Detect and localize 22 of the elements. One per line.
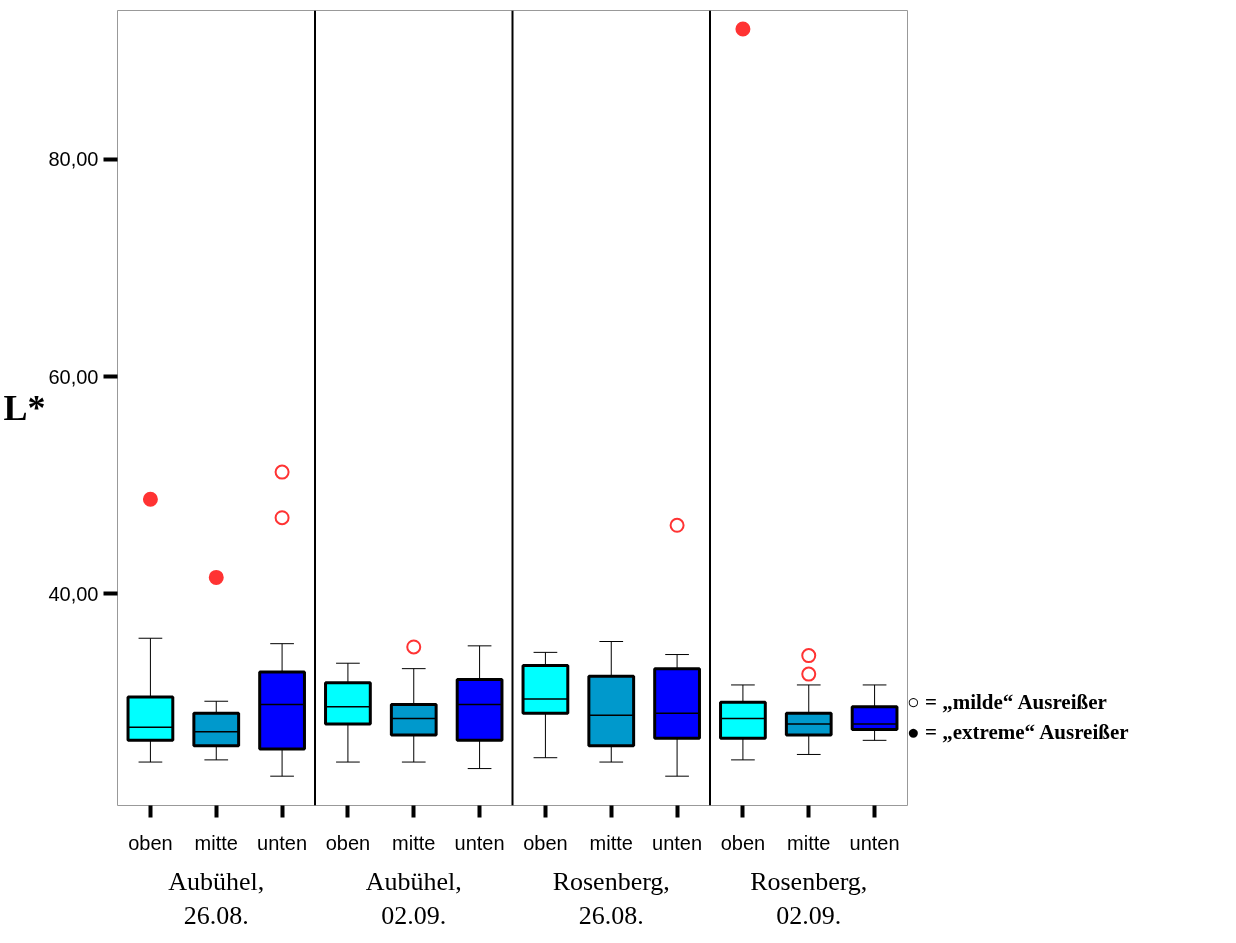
y-tick-label: 40,00: [48, 582, 99, 605]
x-tick-label: oben: [523, 831, 568, 854]
x-tick-label: oben: [128, 831, 173, 854]
x-tick-label: unten: [454, 831, 505, 854]
x-tick-label: unten: [652, 831, 703, 854]
x-tick-label: mitte: [194, 831, 238, 854]
x-tick-label: mitte: [392, 831, 436, 854]
x-tick-label: unten: [849, 831, 900, 854]
x-tick-label: oben: [325, 831, 371, 854]
x-tick-label: mitte: [787, 831, 831, 854]
annotation: ○ = „milde“ Ausreißer: [907, 689, 1107, 715]
text: Rosenberg, 26.08.: [552, 866, 670, 931]
text: Aubühel, 26.08.: [168, 866, 265, 931]
text: Rosenberg, 02.09.: [750, 866, 868, 931]
text: Aubühel, 02.09.: [365, 866, 462, 931]
y-tick-label: 60,00: [48, 365, 99, 388]
annotation: ● = „extreme“ Ausreißer: [907, 719, 1129, 745]
y-tick-label: 80,00: [48, 148, 99, 171]
x-tick-label: unten: [257, 831, 308, 854]
x-tick-label: oben: [720, 831, 766, 854]
x-tick-label: mitte: [589, 831, 633, 854]
y-axis-title: L*: [3, 388, 46, 428]
